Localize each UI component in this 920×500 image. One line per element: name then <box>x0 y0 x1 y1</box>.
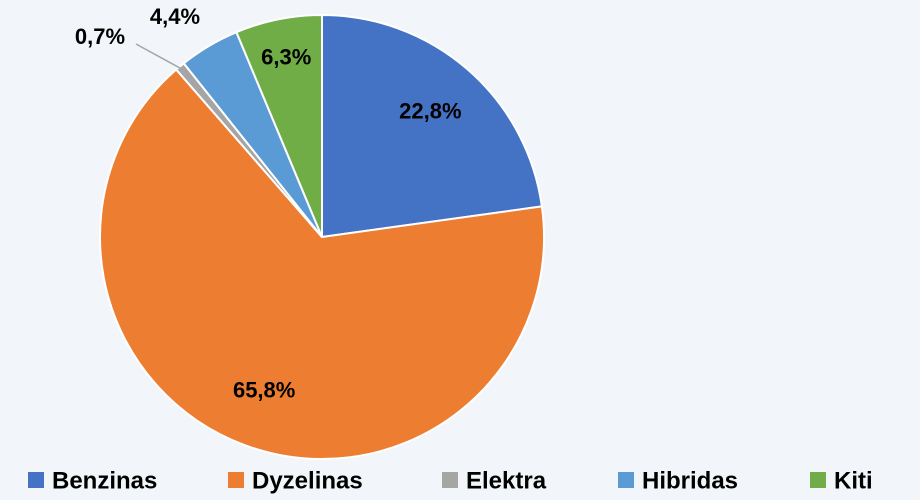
data-label: 65,8% <box>233 377 295 402</box>
legend-swatch <box>28 472 44 488</box>
legend-swatch <box>228 472 244 488</box>
pie-slice <box>235 13 323 238</box>
pie-slice <box>99 68 545 460</box>
data-label: 0,7% <box>75 24 125 49</box>
legend-label: Benzinas <box>52 467 157 494</box>
pie-slice <box>321 13 544 239</box>
data-label: 4,4% <box>150 4 200 29</box>
legend-label: Elektra <box>466 467 547 494</box>
data-label: 6,3% <box>261 44 311 69</box>
legend-swatch <box>618 472 634 488</box>
legend-swatch <box>442 472 458 488</box>
legend-label: Hibridas <box>642 467 738 494</box>
legend-label: Dyzelinas <box>252 467 363 494</box>
leader-line <box>135 43 183 71</box>
legend-label: Kiti <box>834 467 873 494</box>
data-label: 22,8% <box>399 98 461 123</box>
legend-swatch <box>810 472 826 488</box>
